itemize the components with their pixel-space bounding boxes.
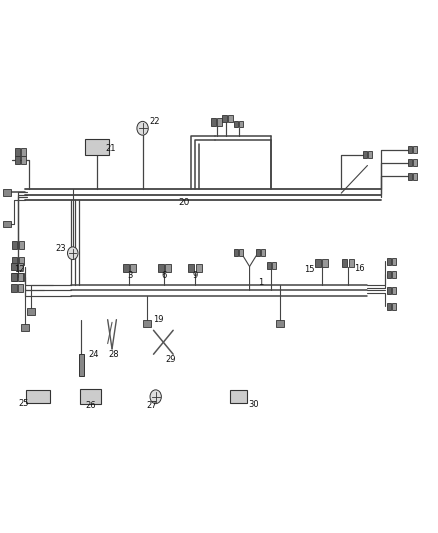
- Bar: [387, 303, 391, 310]
- Bar: [211, 118, 216, 126]
- Bar: [188, 264, 194, 272]
- Bar: [413, 173, 417, 180]
- Bar: [222, 115, 227, 123]
- Bar: [19, 257, 24, 265]
- Bar: [143, 320, 151, 327]
- Bar: [234, 120, 238, 127]
- Bar: [21, 324, 28, 331]
- Bar: [234, 249, 238, 256]
- Text: 15: 15: [304, 265, 315, 273]
- Bar: [413, 159, 417, 166]
- Bar: [392, 271, 396, 278]
- Bar: [80, 389, 101, 404]
- Bar: [272, 262, 276, 269]
- Bar: [392, 287, 396, 294]
- Text: 26: 26: [86, 401, 96, 410]
- Bar: [12, 273, 18, 281]
- Text: 28: 28: [108, 350, 119, 359]
- Text: 12: 12: [14, 265, 25, 273]
- Bar: [409, 146, 412, 153]
- Bar: [230, 390, 247, 403]
- Bar: [85, 139, 109, 155]
- Bar: [18, 263, 23, 270]
- Bar: [11, 284, 17, 292]
- Bar: [387, 287, 391, 294]
- Circle shape: [67, 247, 78, 260]
- Bar: [19, 273, 24, 281]
- Bar: [349, 259, 354, 266]
- Bar: [26, 390, 50, 403]
- Bar: [392, 303, 396, 310]
- Bar: [409, 159, 412, 166]
- Bar: [11, 263, 17, 270]
- Bar: [218, 118, 223, 126]
- Bar: [387, 258, 391, 265]
- Bar: [276, 320, 284, 327]
- Text: 19: 19: [153, 315, 164, 324]
- Text: 24: 24: [88, 350, 99, 359]
- Text: 21: 21: [106, 144, 116, 153]
- Bar: [18, 284, 23, 292]
- Bar: [19, 241, 24, 249]
- Bar: [27, 308, 35, 315]
- Bar: [267, 262, 271, 269]
- Text: 20: 20: [178, 198, 190, 207]
- Bar: [392, 258, 396, 265]
- Text: 1: 1: [258, 278, 263, 287]
- Bar: [158, 264, 164, 272]
- Bar: [21, 149, 26, 156]
- Bar: [409, 173, 412, 180]
- Text: 9: 9: [192, 271, 198, 280]
- Bar: [15, 157, 20, 164]
- Bar: [12, 257, 18, 265]
- Bar: [196, 264, 201, 272]
- Bar: [239, 249, 244, 256]
- Bar: [21, 157, 26, 164]
- Bar: [256, 249, 260, 256]
- Bar: [11, 273, 17, 281]
- Bar: [12, 241, 18, 249]
- Text: 23: 23: [56, 245, 66, 254]
- Bar: [363, 151, 367, 158]
- Bar: [4, 221, 11, 228]
- Text: 16: 16: [354, 264, 365, 273]
- Bar: [228, 115, 233, 123]
- Text: 30: 30: [248, 400, 259, 409]
- Text: 25: 25: [18, 399, 29, 408]
- Bar: [239, 120, 244, 127]
- Circle shape: [137, 122, 148, 135]
- Bar: [123, 264, 129, 272]
- Bar: [322, 259, 328, 266]
- Text: 29: 29: [166, 355, 176, 364]
- Text: 3: 3: [127, 271, 132, 280]
- Bar: [261, 249, 265, 256]
- Bar: [368, 151, 372, 158]
- Bar: [165, 264, 171, 272]
- Bar: [18, 273, 23, 281]
- Bar: [79, 354, 84, 376]
- Text: 22: 22: [149, 117, 159, 126]
- Bar: [315, 259, 321, 266]
- Bar: [15, 149, 20, 156]
- Text: 6: 6: [162, 271, 167, 280]
- Bar: [387, 271, 391, 278]
- Bar: [4, 189, 11, 196]
- Text: 27: 27: [146, 401, 157, 410]
- Bar: [130, 264, 136, 272]
- Bar: [413, 146, 417, 153]
- Circle shape: [150, 390, 161, 403]
- Bar: [342, 259, 347, 266]
